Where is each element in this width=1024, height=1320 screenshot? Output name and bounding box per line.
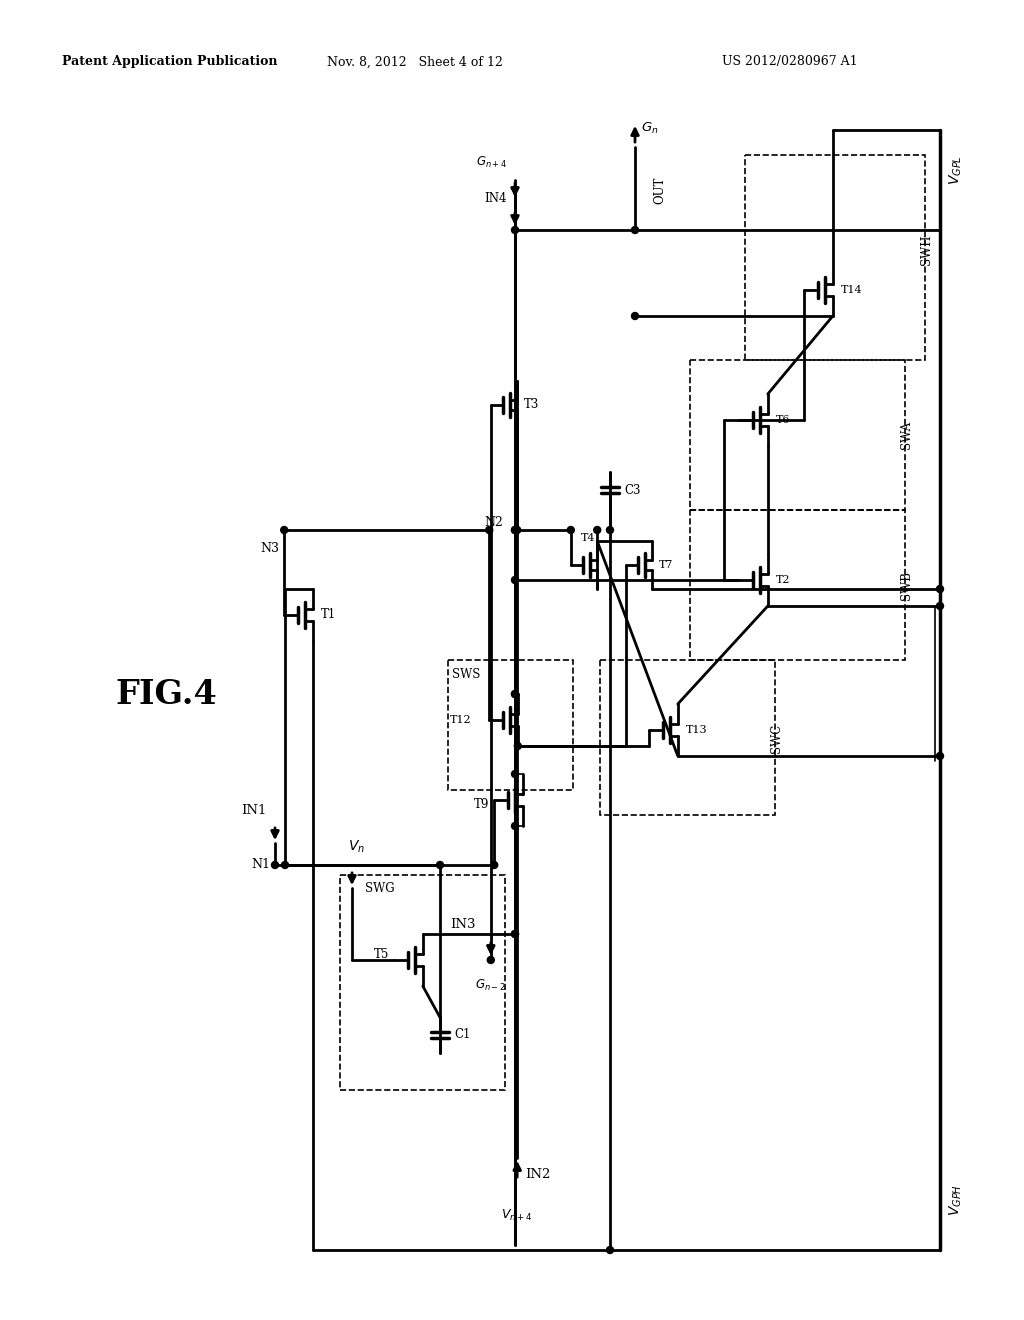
Text: OUT: OUT xyxy=(653,177,666,203)
Text: Patent Application Publication: Patent Application Publication xyxy=(62,55,278,69)
Circle shape xyxy=(512,931,518,937)
Circle shape xyxy=(487,957,495,964)
Text: FIG.4: FIG.4 xyxy=(115,678,217,711)
Circle shape xyxy=(512,931,518,937)
Circle shape xyxy=(567,527,574,533)
Text: T9: T9 xyxy=(474,799,489,812)
Text: N1: N1 xyxy=(251,858,270,871)
Text: T13: T13 xyxy=(686,725,708,735)
Text: IN3: IN3 xyxy=(451,919,476,932)
Circle shape xyxy=(937,586,943,593)
Circle shape xyxy=(512,577,518,583)
Text: T4: T4 xyxy=(581,533,595,543)
Circle shape xyxy=(514,527,520,533)
Circle shape xyxy=(594,527,601,533)
Text: T5: T5 xyxy=(374,949,389,961)
Text: Nov. 8, 2012   Sheet 4 of 12: Nov. 8, 2012 Sheet 4 of 12 xyxy=(327,55,503,69)
Text: T3: T3 xyxy=(524,399,540,412)
Text: T7: T7 xyxy=(659,560,674,570)
Text: SWG: SWG xyxy=(365,882,394,895)
Bar xyxy=(745,154,925,360)
Text: T12: T12 xyxy=(451,715,472,725)
Bar xyxy=(690,360,905,510)
Text: SWB: SWB xyxy=(900,570,913,599)
Text: SWS: SWS xyxy=(452,668,480,681)
Bar xyxy=(449,660,573,789)
Circle shape xyxy=(512,771,518,777)
Circle shape xyxy=(512,690,518,697)
Text: N3: N3 xyxy=(260,543,280,554)
Bar xyxy=(600,660,775,814)
Text: $G_{n+4}$: $G_{n+4}$ xyxy=(476,154,507,169)
Text: SWA: SWA xyxy=(900,421,913,449)
Circle shape xyxy=(271,862,279,869)
Text: T1: T1 xyxy=(321,609,336,622)
Circle shape xyxy=(512,527,518,533)
Text: IN4: IN4 xyxy=(484,191,507,205)
Text: $V_{GPH}$: $V_{GPH}$ xyxy=(948,1184,965,1216)
Circle shape xyxy=(514,742,521,750)
Text: $V_{n+4}$: $V_{n+4}$ xyxy=(502,1208,534,1224)
Circle shape xyxy=(512,527,518,533)
Circle shape xyxy=(436,862,443,869)
Circle shape xyxy=(937,602,943,610)
Bar xyxy=(340,875,505,1090)
Circle shape xyxy=(512,822,518,829)
Text: T6: T6 xyxy=(776,414,791,425)
Circle shape xyxy=(282,862,289,869)
Bar xyxy=(690,510,905,660)
Circle shape xyxy=(632,313,639,319)
Circle shape xyxy=(937,752,943,759)
Text: US 2012/0280967 A1: US 2012/0280967 A1 xyxy=(722,55,858,69)
Circle shape xyxy=(512,227,518,234)
Text: $V_{GPL}$: $V_{GPL}$ xyxy=(948,156,965,185)
Text: T14: T14 xyxy=(841,285,862,294)
Text: N2: N2 xyxy=(484,516,503,528)
Circle shape xyxy=(512,690,518,697)
Text: SWH: SWH xyxy=(920,235,933,265)
Circle shape xyxy=(490,862,498,869)
Text: C3: C3 xyxy=(624,483,640,496)
Text: C1: C1 xyxy=(454,1028,470,1041)
Circle shape xyxy=(606,527,613,533)
Text: SWC: SWC xyxy=(770,723,783,752)
Text: IN1: IN1 xyxy=(242,804,267,817)
Text: T2: T2 xyxy=(776,576,791,585)
Circle shape xyxy=(281,527,288,533)
Text: $G_n$: $G_n$ xyxy=(641,120,658,136)
Text: IN2: IN2 xyxy=(525,1168,551,1181)
Circle shape xyxy=(606,1246,613,1254)
Circle shape xyxy=(485,527,493,533)
Text: $V_n$: $V_n$ xyxy=(348,838,366,855)
Circle shape xyxy=(632,227,639,234)
Text: $G_{n-2}$: $G_{n-2}$ xyxy=(475,978,506,993)
